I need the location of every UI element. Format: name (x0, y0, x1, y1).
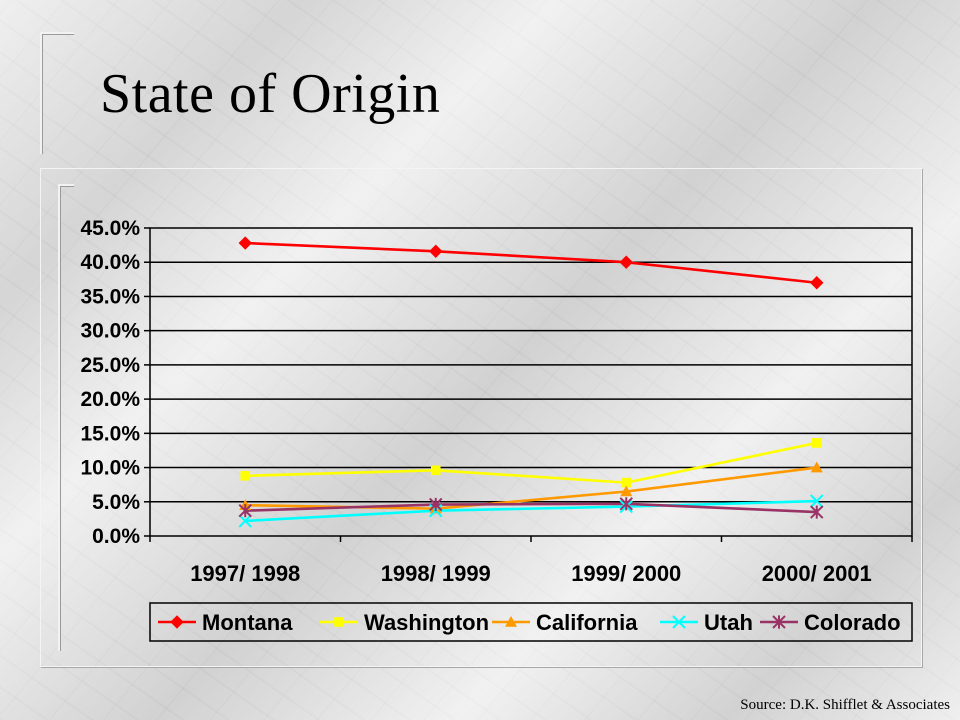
x-tick-label: 1998/ 1999 (381, 561, 491, 586)
data-point (619, 255, 633, 269)
data-point (772, 615, 786, 629)
slide-title: State of Origin (100, 63, 441, 125)
y-tick-label: 35.0% (80, 285, 140, 308)
y-tick-label: 0.0% (92, 525, 140, 548)
title-accent-bar (40, 32, 74, 154)
y-tick-label: 40.0% (80, 251, 140, 274)
series-line (245, 502, 817, 514)
data-point (810, 461, 823, 473)
data-point (505, 616, 517, 627)
data-point (810, 276, 824, 290)
data-point (620, 485, 633, 497)
series-line (245, 441, 818, 484)
series-lines (245, 241, 818, 523)
legend-box (149, 602, 913, 642)
y-tick-label: 15.0% (80, 422, 140, 445)
y-tick-label: 10.0% (80, 457, 140, 480)
data-point (429, 244, 443, 258)
legend-label: Washington (364, 610, 489, 635)
chart-frame (40, 168, 922, 667)
data-point (429, 497, 443, 512)
data-point (238, 503, 252, 518)
data-point (672, 615, 686, 629)
x-tick-label: 1999/ 2000 (571, 561, 681, 586)
y-tick-label: 25.0% (80, 354, 140, 377)
data-point (334, 617, 344, 627)
y-tick-label: 30.0% (80, 320, 140, 343)
legend-label: Utah (704, 610, 753, 635)
data-point (810, 494, 824, 508)
data-point (811, 438, 822, 448)
data-point (238, 236, 252, 250)
legend-label: California (536, 610, 638, 635)
source-credit: Source: D.K. Shifflet & Associates (740, 697, 950, 713)
y-tick-label: 45.0% (80, 217, 140, 240)
legend: Montana Washington California Utah Colorado (158, 610, 901, 635)
legend-label: Colorado (804, 610, 901, 635)
y-axis: 0.0% 5.0% 10.0% 15.0% 20.0% 25.0% 30.0% 35.0% 40… (80, 217, 150, 548)
data-point (810, 505, 824, 519)
y-tick-label: 5.0% (92, 491, 140, 514)
data-point (619, 497, 633, 511)
legend-label: Montana (202, 610, 293, 635)
x-tick-label: 1997/ 1998 (190, 561, 300, 586)
data-point (240, 470, 251, 481)
data-point (238, 514, 252, 528)
series-line (245, 241, 817, 285)
data-point (430, 465, 441, 476)
plot-area (149, 227, 913, 537)
y-tick-label: 20.0% (80, 388, 140, 411)
x-axis: 1997/ 1998 1998/ 1999 1999/ 2000 2000/ 2001 (149, 536, 913, 586)
data-point (621, 477, 632, 488)
data-point (170, 615, 184, 629)
x-tick-label: 2000/ 2001 (762, 561, 872, 586)
series-markers (238, 236, 824, 528)
series-line (245, 499, 817, 523)
chart-accent-bar (58, 184, 74, 651)
gridlines (150, 261, 912, 503)
